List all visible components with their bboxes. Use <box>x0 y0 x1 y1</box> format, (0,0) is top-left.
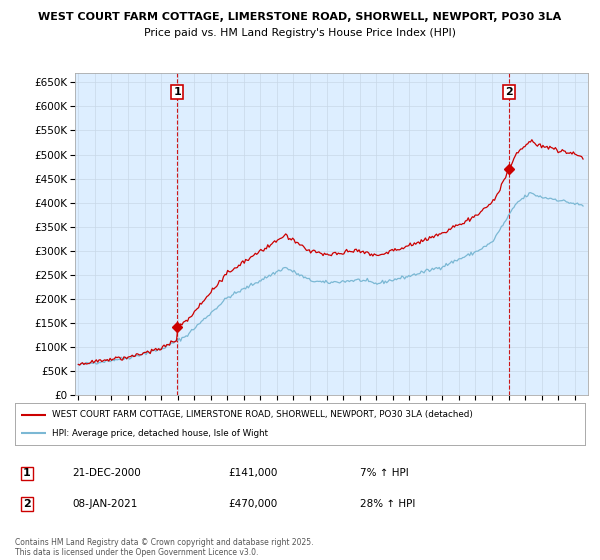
Text: 7% ↑ HPI: 7% ↑ HPI <box>360 468 409 478</box>
Text: £470,000: £470,000 <box>228 499 277 509</box>
Text: WEST COURT FARM COTTAGE, LIMERSTONE ROAD, SHORWELL, NEWPORT, PO30 3LA (detached): WEST COURT FARM COTTAGE, LIMERSTONE ROAD… <box>52 410 473 419</box>
Text: Contains HM Land Registry data © Crown copyright and database right 2025.
This d: Contains HM Land Registry data © Crown c… <box>15 538 314 557</box>
Text: 1: 1 <box>23 468 31 478</box>
Text: Price paid vs. HM Land Registry's House Price Index (HPI): Price paid vs. HM Land Registry's House … <box>144 28 456 38</box>
Text: 28% ↑ HPI: 28% ↑ HPI <box>360 499 415 509</box>
Text: 08-JAN-2021: 08-JAN-2021 <box>72 499 137 509</box>
Text: 21-DEC-2000: 21-DEC-2000 <box>72 468 141 478</box>
Text: 2: 2 <box>505 87 513 97</box>
Text: HPI: Average price, detached house, Isle of Wight: HPI: Average price, detached house, Isle… <box>52 429 268 438</box>
Text: 1: 1 <box>173 87 181 97</box>
Text: £141,000: £141,000 <box>228 468 277 478</box>
Text: 2: 2 <box>23 499 31 509</box>
Text: WEST COURT FARM COTTAGE, LIMERSTONE ROAD, SHORWELL, NEWPORT, PO30 3LA: WEST COURT FARM COTTAGE, LIMERSTONE ROAD… <box>38 12 562 22</box>
